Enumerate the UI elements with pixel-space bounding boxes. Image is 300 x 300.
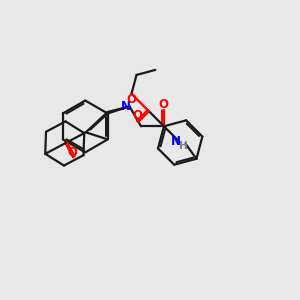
Text: O: O xyxy=(132,109,142,122)
Text: N: N xyxy=(121,100,131,113)
Text: H: H xyxy=(179,141,188,151)
Text: O: O xyxy=(127,93,136,106)
Text: O: O xyxy=(159,98,169,111)
Text: N: N xyxy=(171,135,181,148)
Text: O: O xyxy=(68,146,77,159)
